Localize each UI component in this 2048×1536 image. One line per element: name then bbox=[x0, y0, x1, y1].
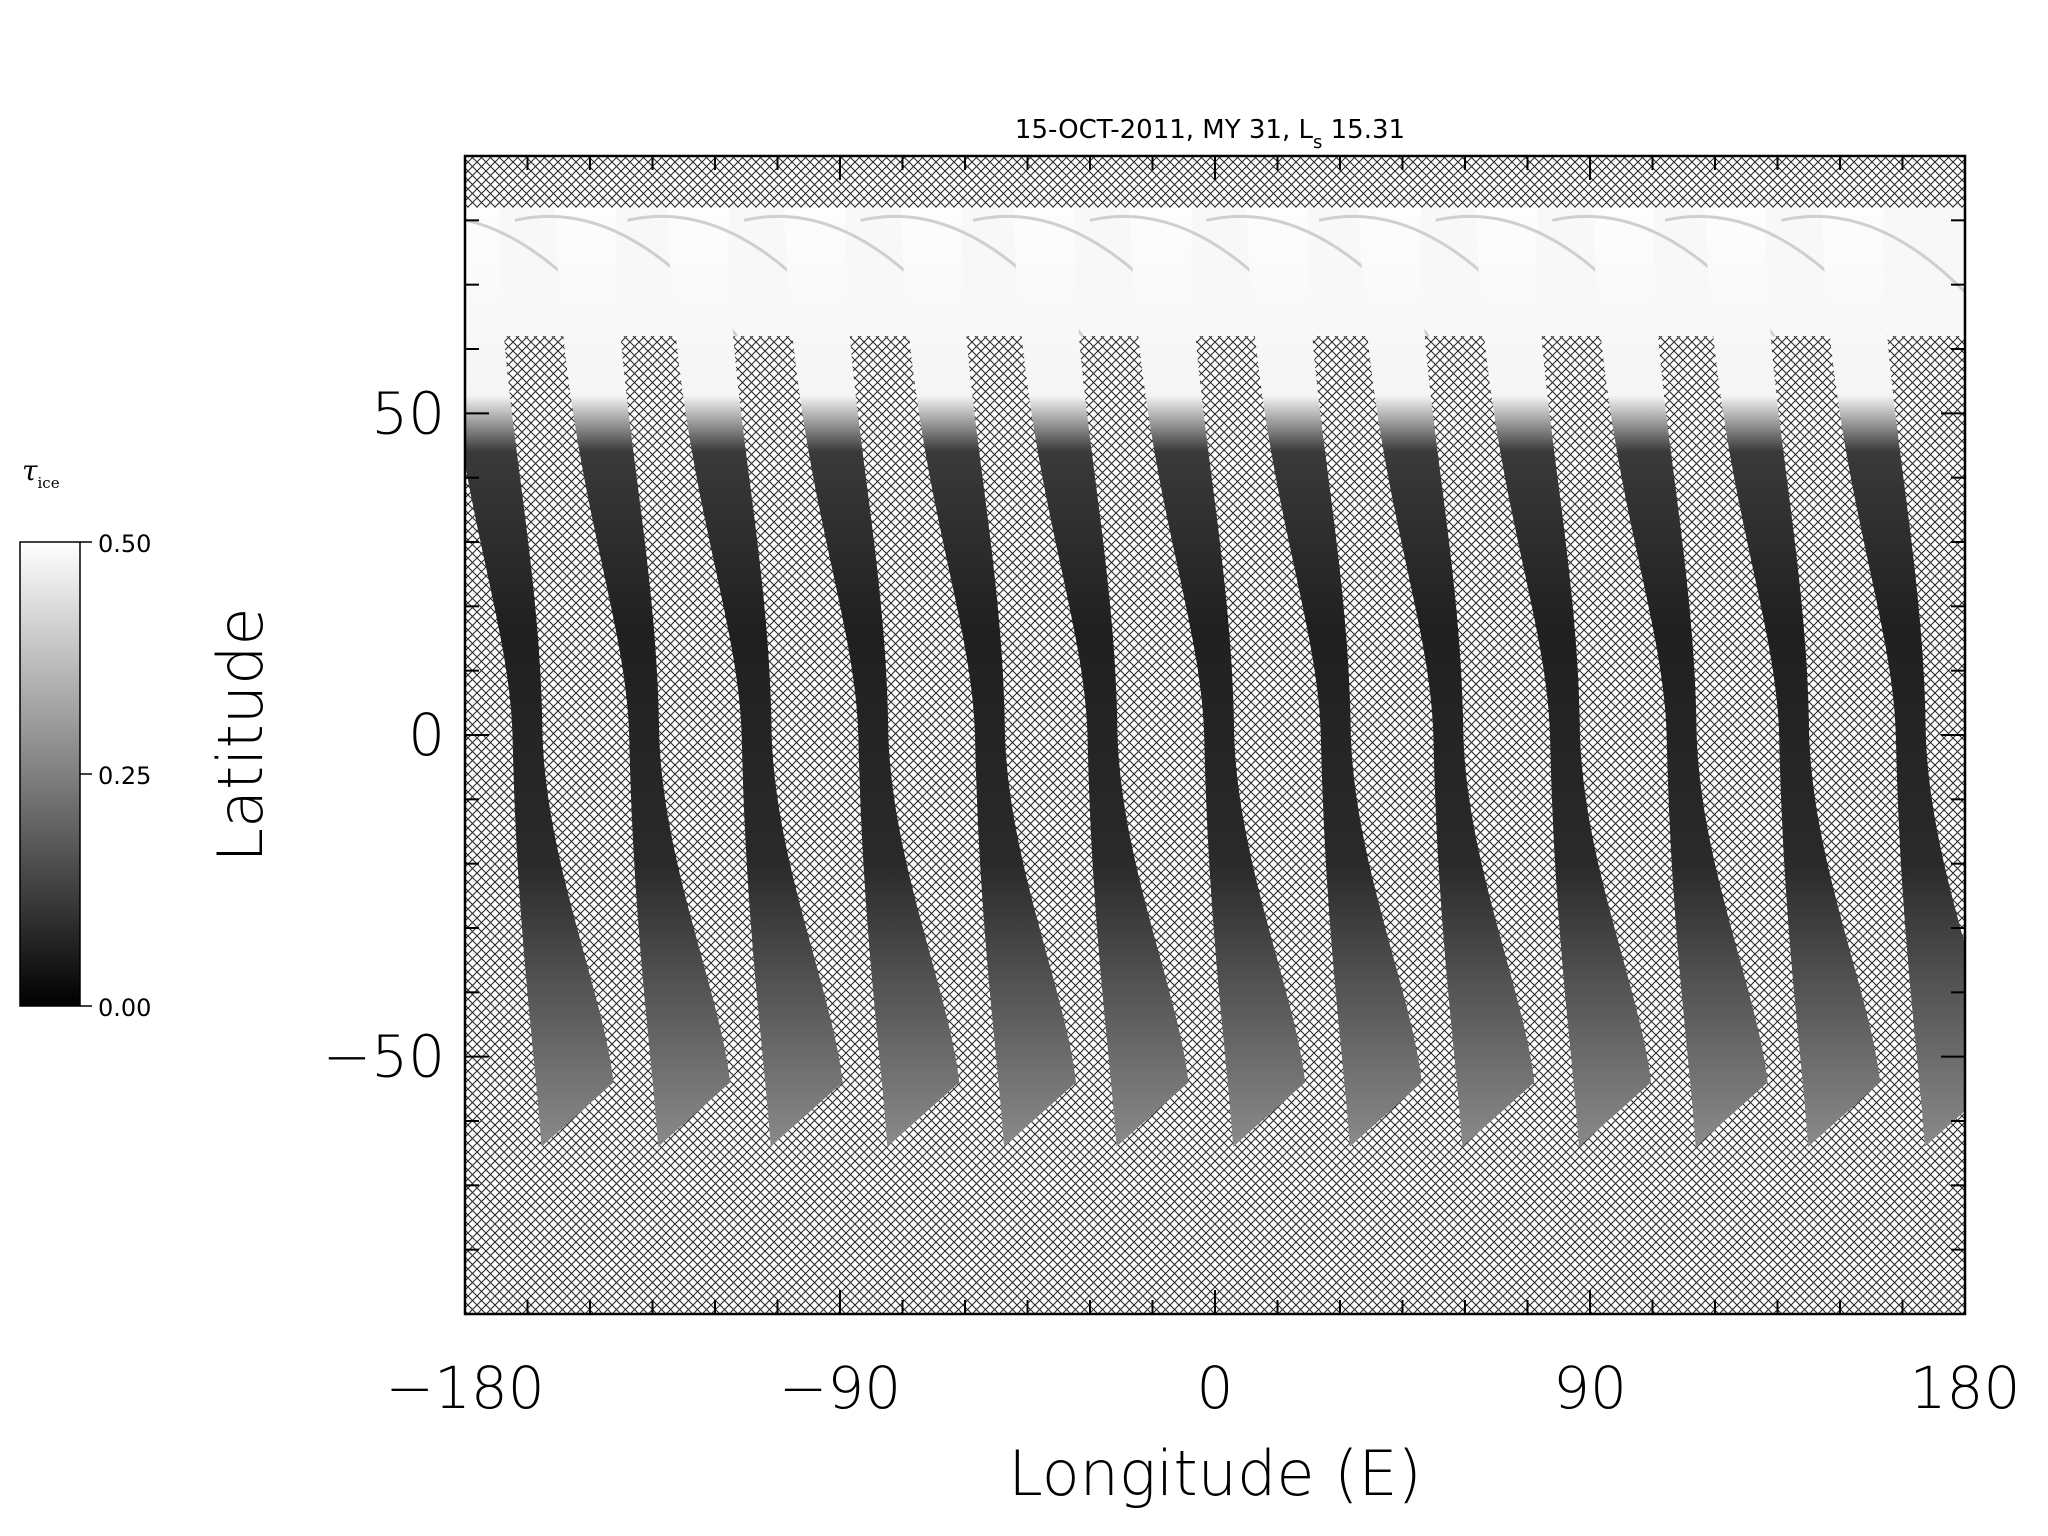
swath-layer bbox=[465, 207, 1965, 1147]
colorbar-tick-label: 0.50 bbox=[98, 530, 151, 558]
x-tick-label: −90 bbox=[779, 1354, 901, 1422]
x-axis-ticks: −180 −90 0 90 180 bbox=[385, 156, 2020, 1422]
x-tick-label: 180 bbox=[1910, 1354, 2021, 1422]
y-tick-label: 50 bbox=[371, 379, 445, 447]
y-tick-label: −50 bbox=[323, 1023, 445, 1091]
map-title: 15-OCT-2011, MY 31, Ls 15.31 bbox=[1015, 115, 1405, 153]
colorbar-label: τice bbox=[22, 454, 60, 492]
x-tick-label: 0 bbox=[1197, 1354, 1234, 1422]
orbit-swath bbox=[554, 207, 731, 1147]
colorbar-gradient bbox=[19, 541, 81, 1007]
y-axis-ticks: −50 0 50 bbox=[323, 155, 1965, 1315]
orbit-swath bbox=[1359, 207, 1535, 1147]
orbit-swath bbox=[1246, 207, 1422, 1147]
y-axis-label: Latitude bbox=[204, 607, 277, 862]
plot-area: −180 −90 0 90 180 −50 0 50 bbox=[323, 154, 2020, 1422]
colorbar: τice 0.00 0.25 0.50 bbox=[19, 454, 151, 1022]
orbit-swath bbox=[900, 207, 1076, 1147]
colorbar-tick-label: 0.00 bbox=[98, 994, 151, 1022]
x-tick-label: 90 bbox=[1553, 1354, 1627, 1422]
colorbar-ticks: 0.00 0.25 0.50 bbox=[80, 530, 151, 1022]
cap-edge-arc bbox=[1781, 214, 1965, 295]
orbit-swath bbox=[1129, 207, 1306, 1147]
orbit-swath bbox=[1704, 207, 1881, 1147]
orbit-swath bbox=[1475, 207, 1651, 1147]
orbit-swath bbox=[465, 207, 614, 1147]
orbit-swath bbox=[667, 207, 843, 1147]
orbit-swath bbox=[784, 207, 960, 1147]
orbit-swath bbox=[1592, 207, 1768, 1147]
x-axis-label: Longitude (E) bbox=[1008, 1437, 1421, 1510]
x-tick-label: −180 bbox=[385, 1354, 544, 1422]
orbit-swath bbox=[1821, 207, 1965, 1147]
colorbar-tick-label: 0.25 bbox=[98, 762, 151, 790]
y-tick-label: 0 bbox=[408, 701, 445, 769]
orbit-swath bbox=[1013, 207, 1189, 1147]
